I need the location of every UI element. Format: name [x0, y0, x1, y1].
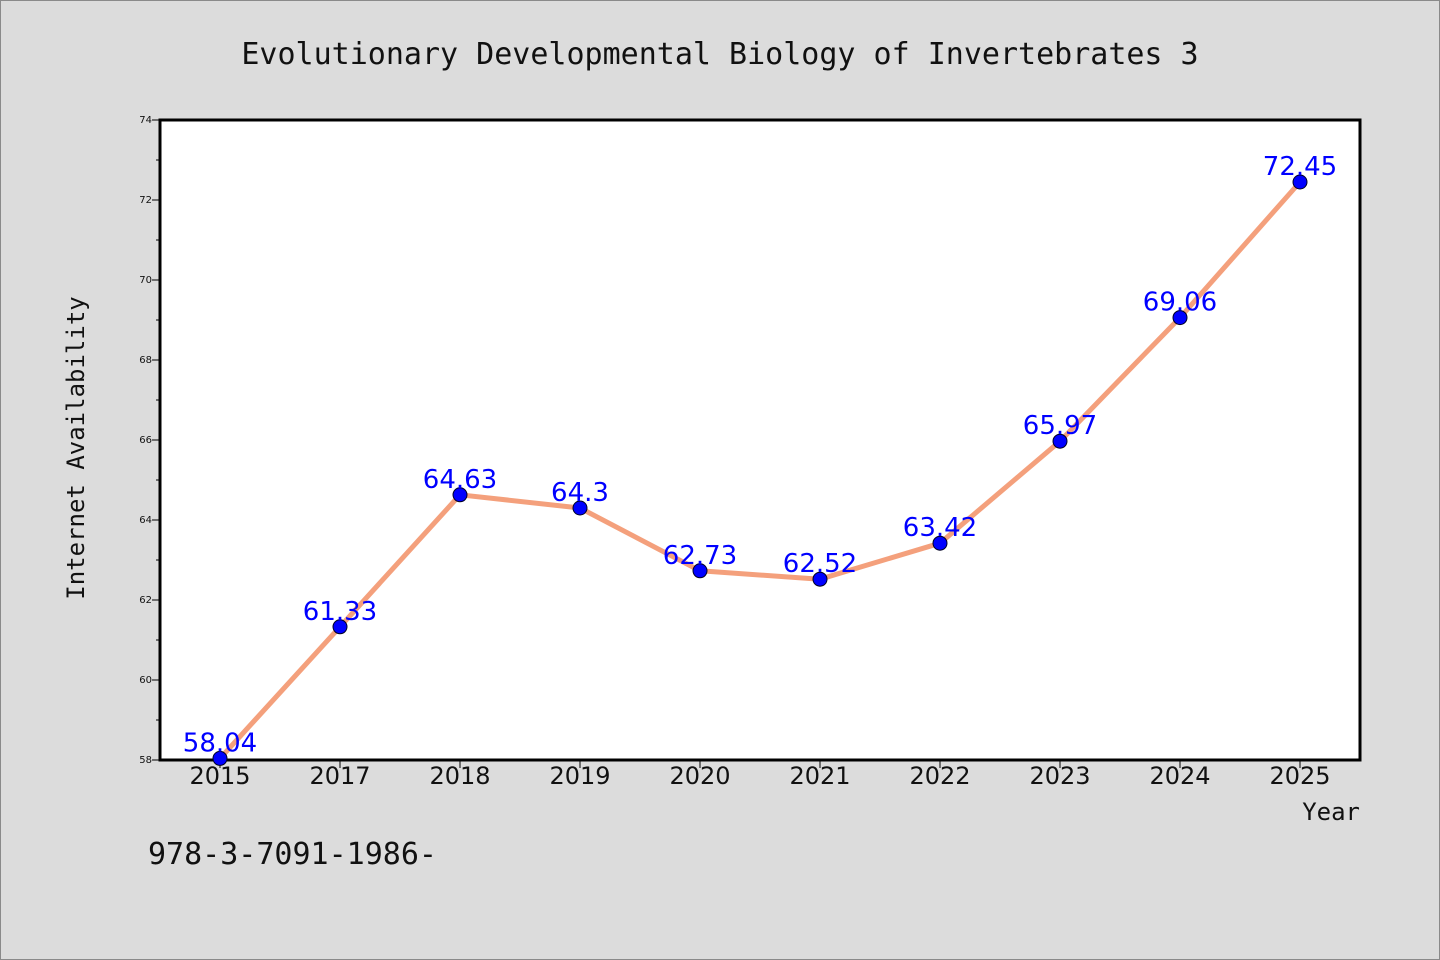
- x-axis-label: Year: [1302, 798, 1360, 826]
- data-point: [212, 750, 228, 766]
- y-tick-label: 70: [139, 275, 152, 286]
- series-line: [217, 179, 1303, 761]
- y-tick-label: 60: [139, 675, 152, 686]
- data-point: [1052, 433, 1068, 449]
- data-label: 62.73: [663, 541, 737, 571]
- x-tick-label: 2024: [1149, 762, 1210, 790]
- y-axis-ticks: 58 60 62 64 66 68 70 72 74: [139, 115, 160, 766]
- data-label: 72.45: [1263, 152, 1337, 182]
- y-axis-label: Internet Availability: [62, 296, 90, 599]
- series-line-group: [217, 179, 1303, 761]
- data-point: [1292, 174, 1308, 190]
- data-label: 63.42: [903, 513, 977, 543]
- data-label: 64.3: [551, 478, 609, 508]
- y-tick-label: 66: [139, 435, 152, 446]
- y-tick-label: 68: [139, 355, 152, 366]
- data-label: 62.52: [783, 549, 857, 579]
- x-tick-label: 2022: [909, 762, 970, 790]
- data-label: 69.06: [1143, 288, 1217, 318]
- data-point: [452, 487, 468, 503]
- x-tick-label: 2020: [669, 762, 730, 790]
- data-point: [812, 571, 828, 587]
- footer-text: 978-3-7091-1986-: [148, 837, 437, 872]
- plot-area: [158, 118, 1362, 762]
- x-axis-ticks: 2015 2017 2018 2019 2020 2021 2022 2023 2024 2025: [189, 760, 1331, 790]
- data-point: [572, 500, 588, 516]
- y-tick-label: 74: [139, 115, 152, 126]
- data-point: [1172, 310, 1188, 326]
- data-labels: 58.04 61.33 64.63 64.3 62.73 62.52 63.42 65.97 6…: [183, 152, 1337, 758]
- x-tick-label: 2018: [429, 762, 490, 790]
- data-point: [692, 563, 708, 579]
- data-label: 65.97: [1023, 411, 1097, 441]
- x-tick-label: 2023: [1029, 762, 1090, 790]
- data-label: 58.04: [183, 728, 257, 758]
- x-tick-label: 2015: [189, 762, 250, 790]
- chart-title: Evolutionary Developmental Biology of In…: [241, 37, 1198, 72]
- x-tick-label: 2017: [309, 762, 370, 790]
- data-point: [332, 619, 348, 635]
- data-label: 61.33: [303, 597, 377, 627]
- x-tick-label: 2019: [549, 762, 610, 790]
- y-tick-label: 64: [139, 515, 152, 526]
- data-point: [932, 535, 948, 551]
- data-label: 64.63: [423, 465, 497, 495]
- series-markers: [212, 174, 1308, 766]
- y-tick-label: 62: [139, 595, 152, 606]
- y-tick-label: 72: [139, 195, 152, 206]
- x-tick-label: 2025: [1269, 762, 1330, 790]
- y-tick-label: 58: [139, 755, 152, 766]
- x-tick-label: 2021: [789, 762, 850, 790]
